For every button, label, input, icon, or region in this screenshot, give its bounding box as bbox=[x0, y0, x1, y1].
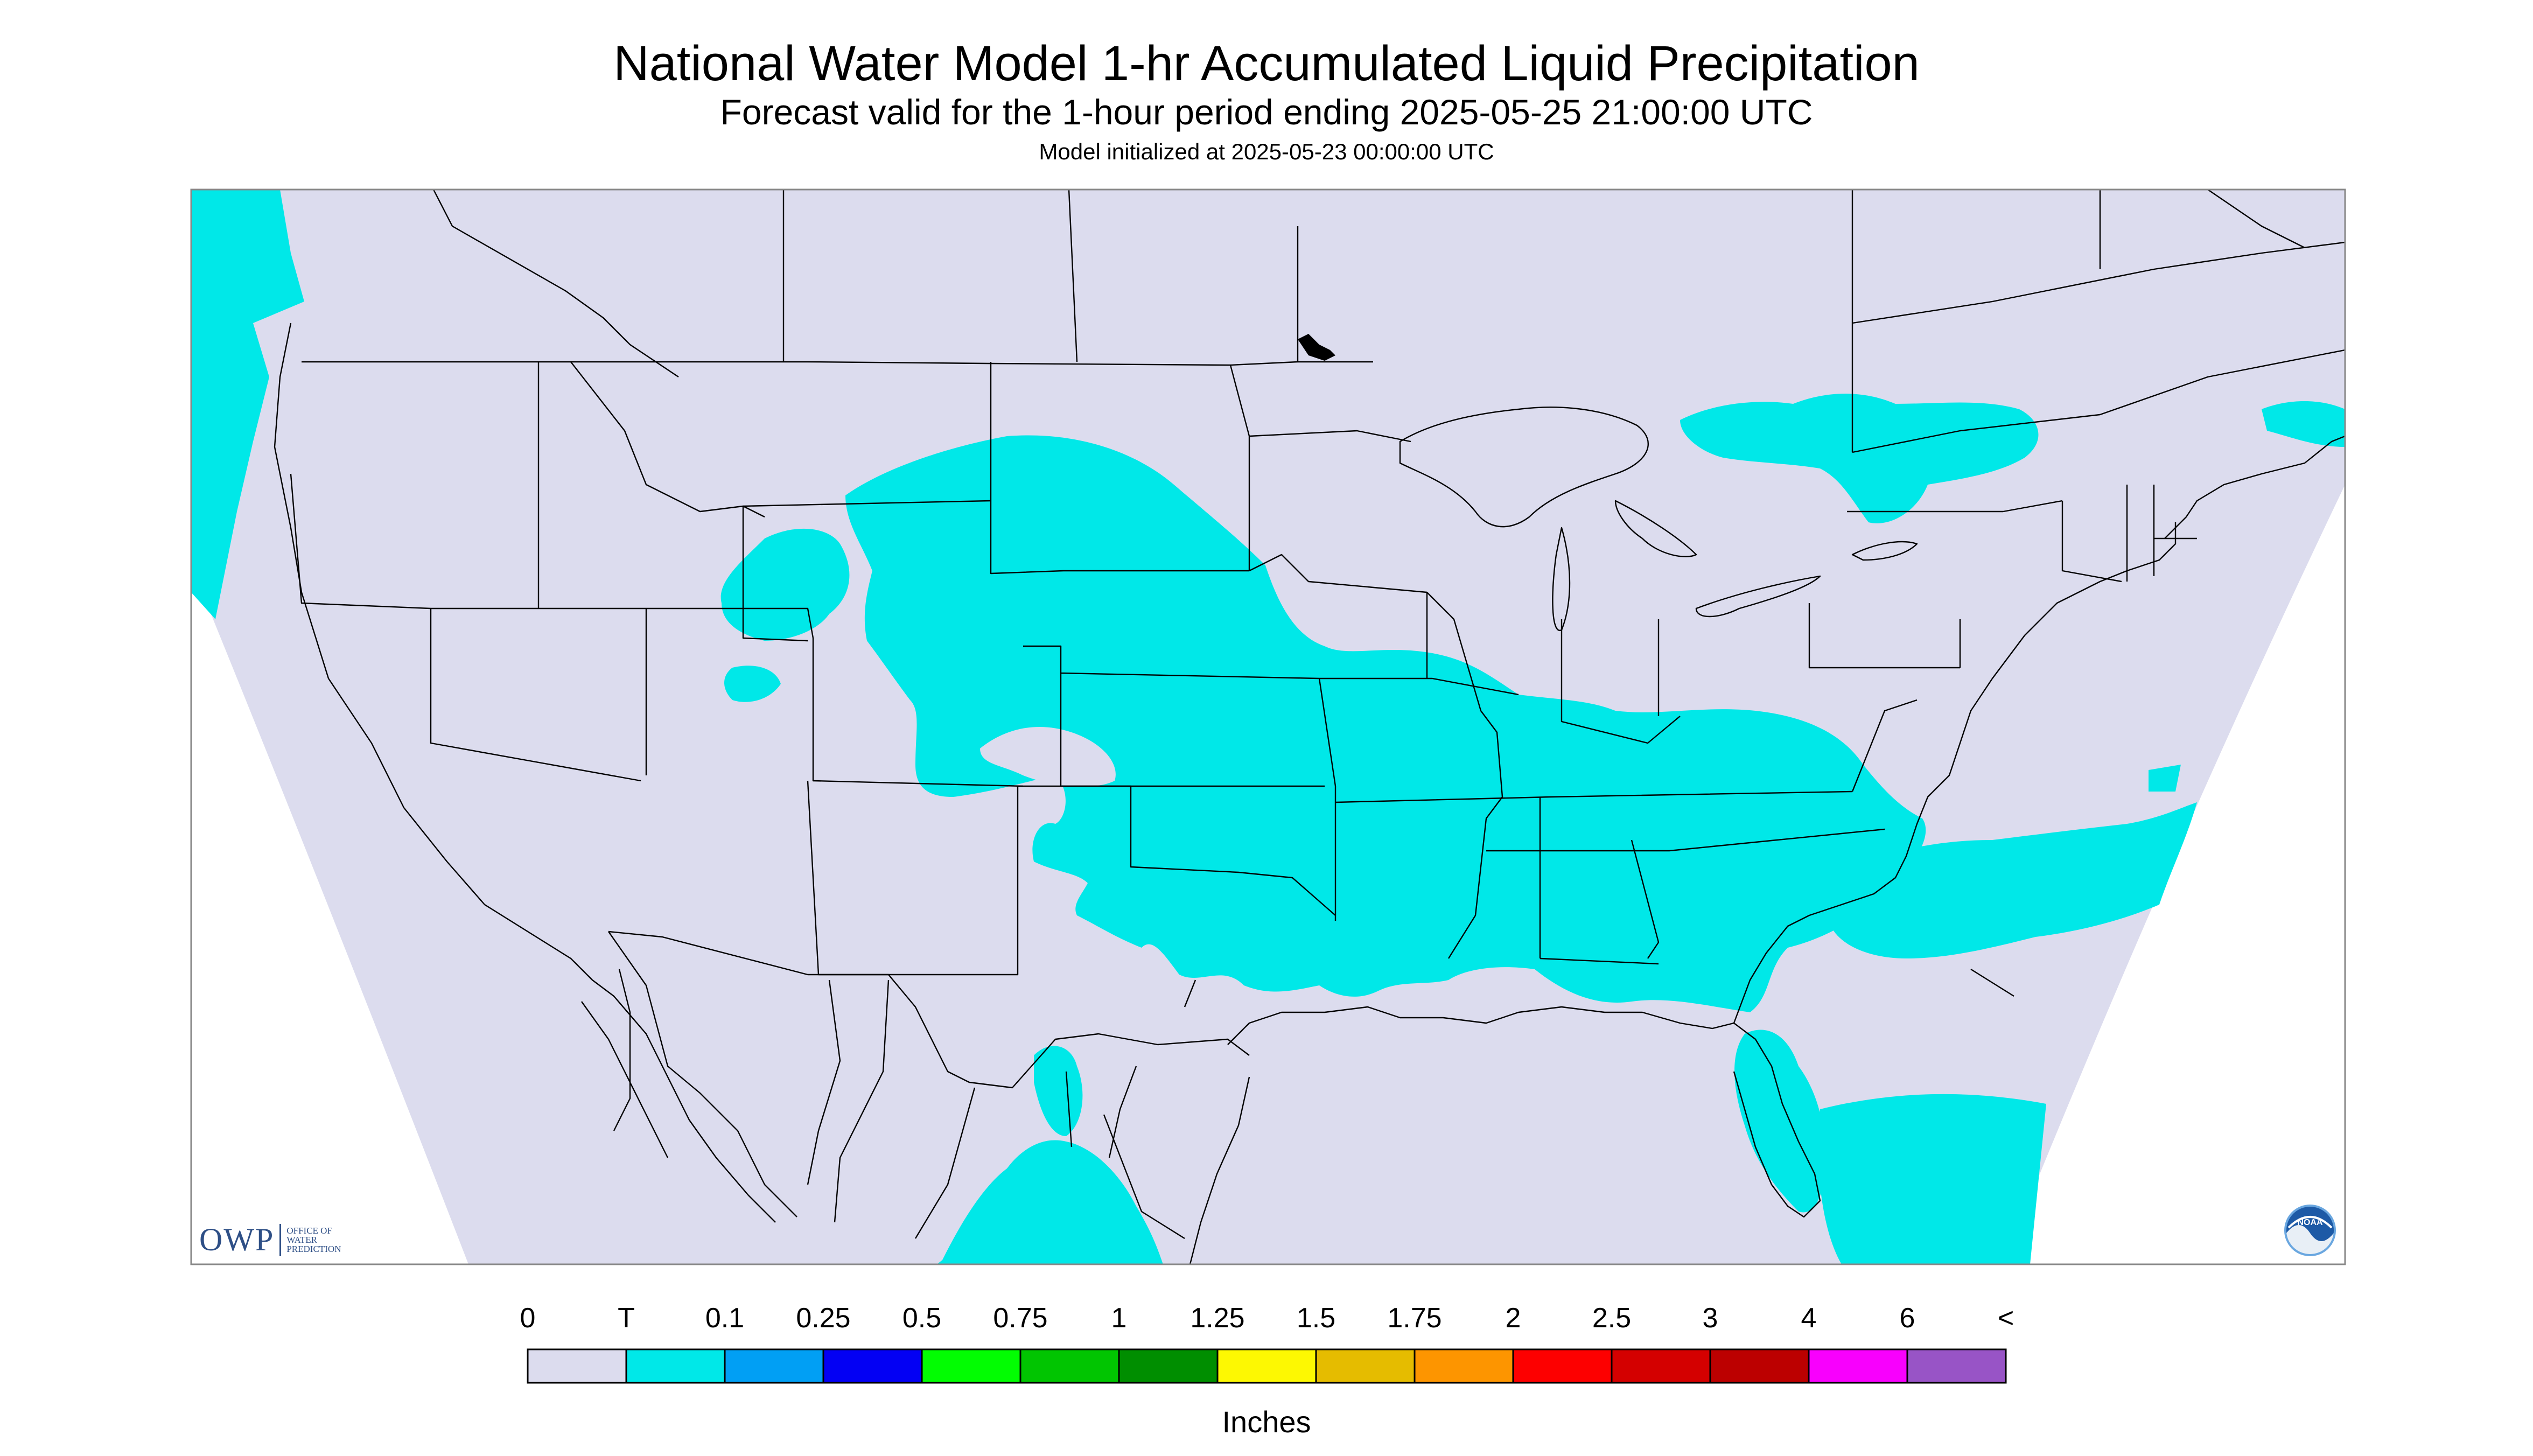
lake-of-the-woods bbox=[1298, 334, 1335, 361]
legend-swatch bbox=[724, 1348, 824, 1384]
legend-swatch bbox=[527, 1348, 627, 1384]
legend-swatch bbox=[1118, 1348, 1219, 1384]
legend-units: Inches bbox=[1222, 1405, 1311, 1439]
legend-swatch bbox=[822, 1348, 923, 1384]
legend-label: 0.1 bbox=[705, 1303, 745, 1334]
owp-logo: OWP OFFICE OF WATER PREDICTION bbox=[199, 1221, 356, 1258]
legend-swatch bbox=[1414, 1348, 1514, 1384]
legend-swatch bbox=[1906, 1348, 2007, 1384]
legend-swatch bbox=[1808, 1348, 1908, 1384]
legend-swatch bbox=[1709, 1348, 1810, 1384]
legend-label: 6 bbox=[1899, 1303, 1915, 1334]
legend-label: 0 bbox=[520, 1303, 536, 1334]
legend-swatch bbox=[1512, 1348, 1613, 1384]
legend-swatch bbox=[1315, 1348, 1416, 1384]
legend-swatch bbox=[1216, 1348, 1317, 1384]
state-boundaries bbox=[290, 190, 2345, 1240]
legend-label: 1 bbox=[1111, 1303, 1127, 1334]
legend-label: 1.25 bbox=[1190, 1303, 1245, 1334]
legend-swatch bbox=[1019, 1348, 1120, 1384]
precip-areas bbox=[191, 190, 2345, 1264]
map-title: National Water Model 1-hr Accumulated Li… bbox=[613, 36, 1920, 91]
legend-label: T bbox=[618, 1303, 635, 1334]
legend-label: 4 bbox=[1801, 1303, 1817, 1334]
legend-label: 2 bbox=[1505, 1303, 1521, 1334]
coastlines bbox=[274, 323, 2345, 1264]
owp-logo-mark: OWP bbox=[199, 1222, 275, 1257]
noaa-logo-text: NOAA bbox=[2297, 1218, 2323, 1227]
map-border bbox=[190, 188, 2346, 1265]
legend-label: 3 bbox=[1702, 1303, 1718, 1334]
legend-color-bar bbox=[527, 1348, 2007, 1384]
legend-label: < bbox=[1997, 1303, 2014, 1334]
legend-label: 0.75 bbox=[993, 1303, 1048, 1334]
legend-label: 0.5 bbox=[902, 1303, 942, 1334]
legend-swatch bbox=[921, 1348, 1021, 1384]
owp-logo-text: OFFICE OF WATER PREDICTION bbox=[286, 1226, 341, 1254]
forecast-valid-subtitle: Forecast valid for the 1-hour period end… bbox=[720, 92, 1813, 132]
noaa-logo-icon: NOAA bbox=[2284, 1205, 2336, 1256]
legend-label: 0.25 bbox=[796, 1303, 851, 1334]
great-lakes bbox=[1399, 407, 1918, 632]
legend-label: 1.75 bbox=[1387, 1303, 1442, 1334]
legend-label: 1.5 bbox=[1296, 1303, 1336, 1334]
owp-logo-divider bbox=[279, 1223, 282, 1256]
legend-swatch bbox=[1611, 1348, 1711, 1384]
legend-label: 2.5 bbox=[1592, 1303, 1632, 1334]
legend-swatch bbox=[625, 1348, 726, 1384]
model-initialized-note: Model initialized at 2025-05-23 00:00:00… bbox=[1039, 139, 1494, 164]
